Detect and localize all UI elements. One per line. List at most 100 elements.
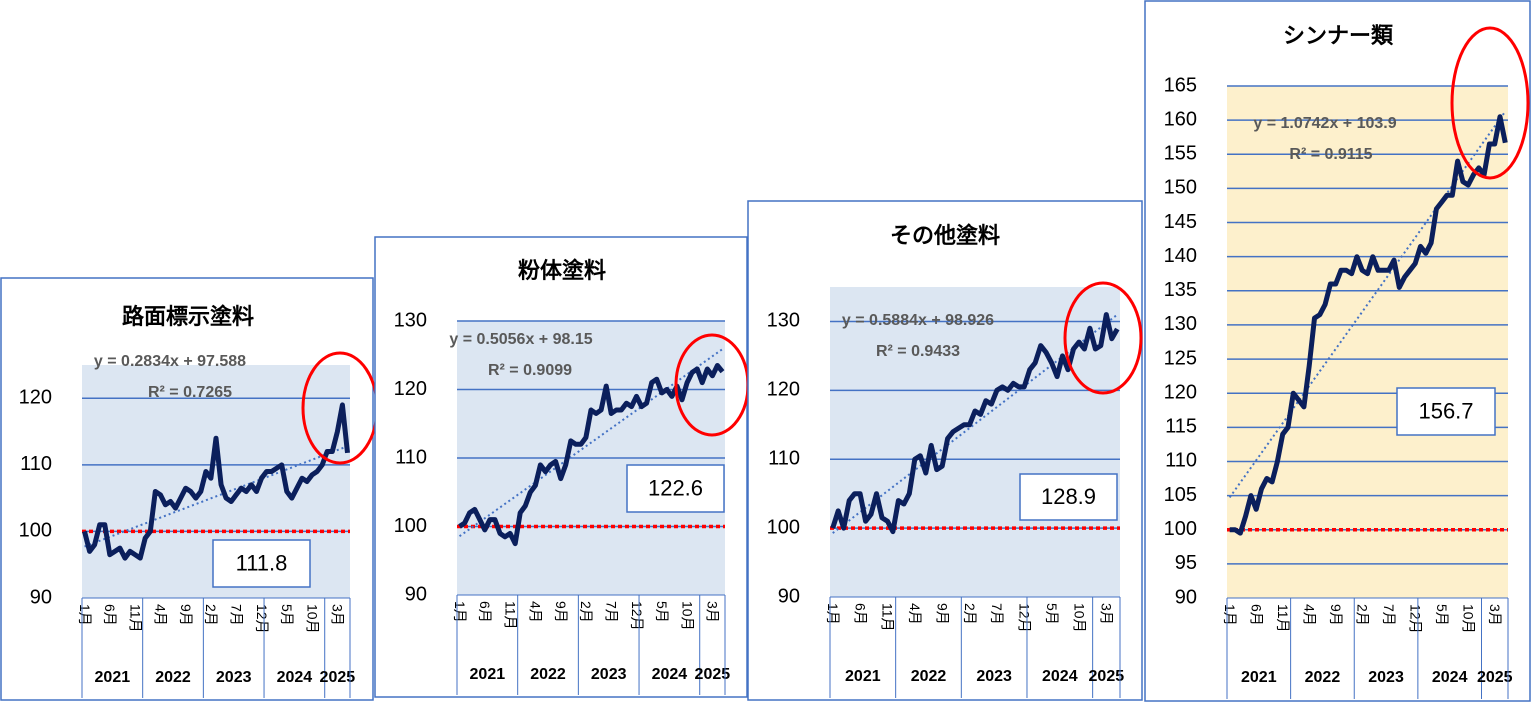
trend-equation: y = 0.5884x + 98.926 bbox=[842, 312, 994, 329]
highlight-ellipse bbox=[1063, 281, 1143, 395]
x-tick-label: 12月 bbox=[629, 601, 645, 631]
year-label: 2022 bbox=[911, 668, 947, 685]
year-label: 2024 bbox=[1432, 669, 1468, 686]
x-tick-label: 12月 bbox=[1408, 604, 1424, 634]
x-tick-label: 12月 bbox=[254, 604, 270, 634]
y-tick-label: 115 bbox=[1165, 416, 1197, 438]
year-label: 2022 bbox=[530, 666, 566, 683]
y-tick-label: 95 bbox=[1175, 552, 1197, 574]
chart-title: 粉体塗料 bbox=[518, 258, 606, 283]
value-box bbox=[626, 464, 725, 513]
y-tick-label: 120 bbox=[767, 379, 800, 401]
chart-title: シンナー類 bbox=[1283, 23, 1394, 48]
y-tick-label: 140 bbox=[1164, 245, 1197, 267]
x-tick-label: 7月 bbox=[229, 604, 245, 626]
x-tick-label: 1月 bbox=[1222, 604, 1238, 626]
y-tick-label: 150 bbox=[1164, 177, 1197, 199]
x-tick-label: 1月 bbox=[825, 603, 841, 625]
x-tick-label: 2月 bbox=[203, 604, 219, 626]
year-label: 2022 bbox=[1305, 669, 1341, 686]
y-tick-label: 90 bbox=[778, 585, 800, 607]
x-tick-label: 10月 bbox=[304, 604, 320, 634]
trend-equation: y = 0.2834x + 97.588 bbox=[94, 353, 246, 370]
value-box-label: 122.6 bbox=[648, 475, 703, 500]
trend-r2: R² = 0.9099 bbox=[488, 362, 572, 379]
value-box bbox=[1019, 473, 1118, 521]
data-line bbox=[1229, 114, 1508, 536]
x-tick-label: 3月 bbox=[705, 601, 721, 623]
year-label: 2021 bbox=[470, 666, 506, 683]
y-tick-label: 160 bbox=[1164, 108, 1197, 130]
y-tick-label: 100 bbox=[767, 516, 800, 538]
x-tick-label: 6月 bbox=[852, 603, 868, 625]
year-label: 2021 bbox=[845, 668, 881, 685]
y-tick-label: 90 bbox=[405, 583, 427, 605]
plot-area bbox=[830, 287, 1120, 597]
x-tick-label: 10月 bbox=[1071, 603, 1087, 633]
y-tick-label: 135 bbox=[1164, 279, 1197, 301]
x-tick-label: 11月 bbox=[880, 603, 896, 632]
y-tick-label: 110 bbox=[395, 446, 427, 468]
y-tick-label: 100 bbox=[394, 515, 427, 537]
x-tick-label: 4月 bbox=[907, 603, 923, 625]
year-label: 2021 bbox=[95, 669, 131, 686]
x-tick-label: 5月 bbox=[1044, 603, 1060, 625]
year-label: 2025 bbox=[695, 666, 731, 683]
year-label: 2021 bbox=[1241, 669, 1277, 686]
x-tick-label: 4月 bbox=[1301, 604, 1317, 626]
x-tick-label: 9月 bbox=[553, 601, 569, 623]
y-tick-label: 155 bbox=[1164, 143, 1197, 165]
y-tick-label: 120 bbox=[19, 387, 52, 409]
x-tick-label: 5月 bbox=[654, 601, 670, 623]
x-tick-label: 3月 bbox=[1099, 603, 1115, 625]
y-tick-label: 130 bbox=[767, 310, 800, 332]
year-label: 2025 bbox=[320, 669, 356, 686]
chart-title: その他塗料 bbox=[890, 223, 1000, 248]
value-box bbox=[212, 539, 311, 588]
y-tick-label: 90 bbox=[1175, 586, 1197, 608]
x-tick-label: 3月 bbox=[1487, 604, 1503, 626]
value-box bbox=[1396, 387, 1496, 436]
year-label: 2024 bbox=[1042, 668, 1078, 685]
x-tick-label: 7月 bbox=[604, 601, 620, 623]
x-tick-label: 10月 bbox=[679, 601, 695, 631]
x-tick-label: 9月 bbox=[934, 603, 950, 625]
x-tick-label: 10月 bbox=[1461, 604, 1477, 634]
x-tick-label: 1月 bbox=[452, 601, 468, 623]
x-tick-label: 4月 bbox=[528, 601, 544, 623]
trend-equation: y = 0.5056x + 98.15 bbox=[449, 331, 592, 348]
year-label: 2023 bbox=[216, 669, 252, 686]
data-line bbox=[458, 363, 725, 547]
x-tick-label: 5月 bbox=[1434, 604, 1450, 626]
y-tick-label: 105 bbox=[1164, 484, 1197, 506]
x-tick-label: 6月 bbox=[1248, 604, 1264, 626]
year-label: 2023 bbox=[591, 666, 627, 683]
y-tick-label: 145 bbox=[1164, 211, 1197, 233]
x-tick-label: 11月 bbox=[1275, 604, 1291, 633]
trend-r2: R² = 0.7265 bbox=[148, 384, 232, 401]
year-label: 2022 bbox=[155, 669, 191, 686]
x-tick-label: 4月 bbox=[153, 604, 169, 626]
year-label: 2023 bbox=[976, 668, 1012, 685]
x-tick-label: 3月 bbox=[330, 604, 346, 626]
y-tick-label: 130 bbox=[394, 309, 427, 331]
x-tick-label: 9月 bbox=[1328, 604, 1344, 626]
x-tick-label: 6月 bbox=[477, 601, 493, 623]
x-tick-label: 9月 bbox=[178, 604, 194, 626]
y-tick-label: 110 bbox=[768, 448, 800, 470]
x-tick-label: 2月 bbox=[962, 603, 978, 625]
y-tick-label: 125 bbox=[1164, 347, 1197, 369]
value-box-label: 128.9 bbox=[1041, 484, 1096, 509]
trend-r2: R² = 0.9433 bbox=[876, 343, 960, 360]
trend-equation: y = 1.0742x + 103.9 bbox=[1253, 115, 1396, 132]
highlight-ellipse bbox=[1450, 26, 1530, 180]
value-box-label: 156.7 bbox=[1418, 398, 1473, 423]
year-label: 2025 bbox=[1089, 668, 1125, 685]
y-tick-label: 130 bbox=[1164, 313, 1197, 335]
y-tick-label: 120 bbox=[394, 378, 427, 400]
y-tick-label: 100 bbox=[19, 520, 52, 542]
x-tick-label: 12月 bbox=[1017, 603, 1033, 633]
x-tick-label: 1月 bbox=[77, 604, 93, 626]
x-tick-label: 11月 bbox=[127, 604, 143, 633]
data-line bbox=[82, 402, 350, 561]
